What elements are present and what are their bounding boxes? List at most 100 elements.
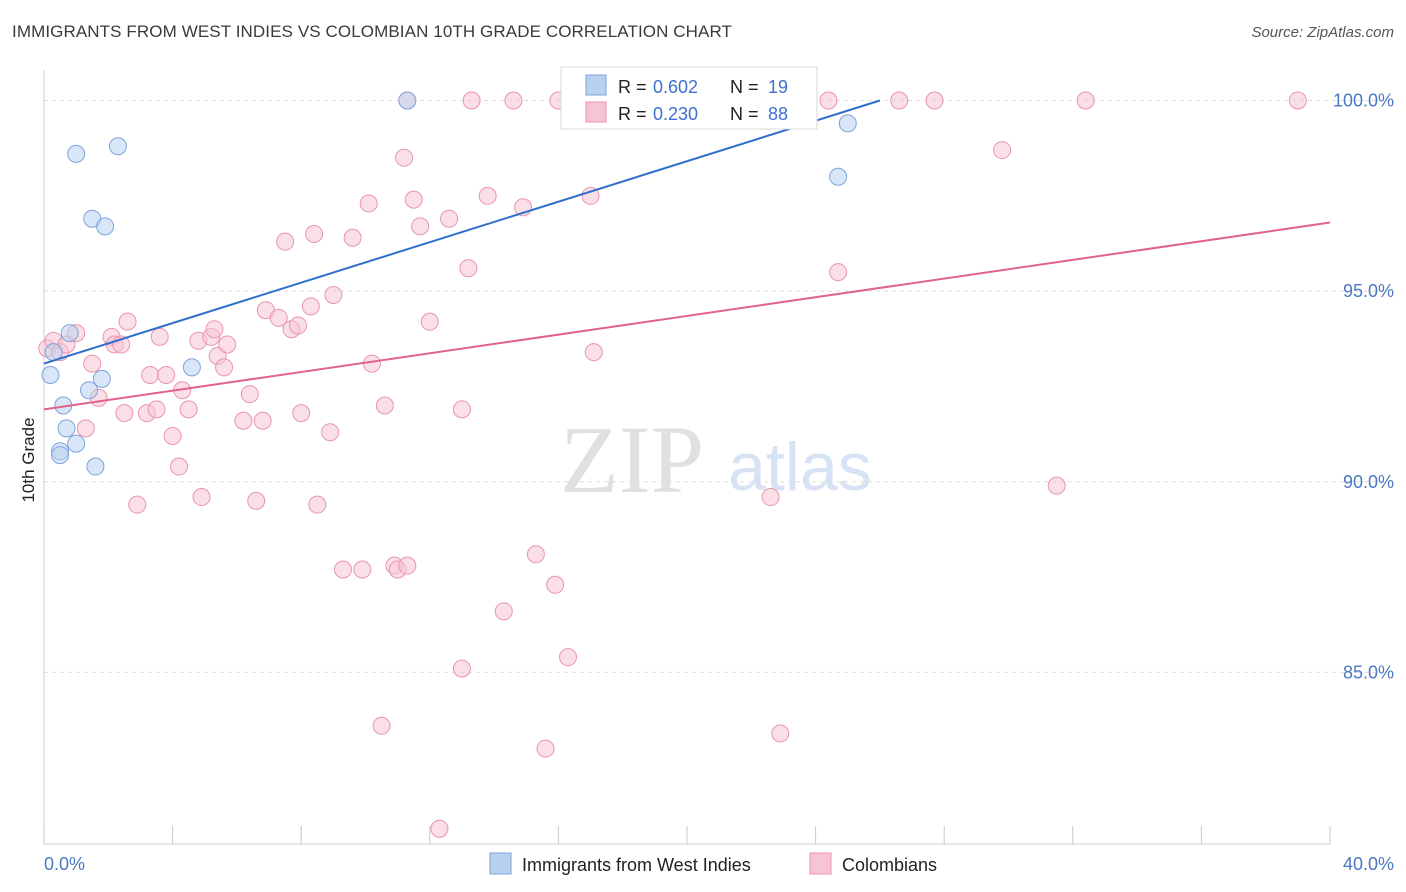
colombians-point bbox=[163, 427, 182, 446]
colombians-point bbox=[118, 312, 137, 331]
west-indies-point bbox=[51, 446, 70, 465]
colombians-point bbox=[362, 354, 381, 373]
west-indies-point bbox=[182, 358, 201, 377]
colombians-point bbox=[890, 91, 909, 110]
y-tick-label: 100.0% bbox=[1333, 91, 1394, 111]
west-indies-points bbox=[41, 91, 857, 476]
y-tick-label: 85.0% bbox=[1343, 662, 1394, 682]
colombians-point bbox=[546, 575, 565, 594]
colombians-point bbox=[179, 400, 198, 419]
colombians-point bbox=[395, 148, 414, 167]
colombians-point bbox=[411, 217, 430, 236]
legend-n-label-0: N = bbox=[730, 77, 759, 97]
y-tick-label: 95.0% bbox=[1343, 281, 1394, 301]
bottom-legend-label-colombians: Colombians bbox=[842, 855, 937, 875]
colombians-point bbox=[305, 224, 324, 243]
colombians-point bbox=[115, 404, 134, 423]
colombians-point bbox=[157, 366, 176, 385]
colombians-point bbox=[150, 327, 169, 346]
bottom-legend-swatch-pink bbox=[809, 852, 832, 875]
colombians-point bbox=[462, 91, 481, 110]
colombians-point bbox=[440, 209, 459, 228]
west-indies-trendline bbox=[43, 99, 881, 365]
legend-n-label-1: N = bbox=[730, 104, 759, 124]
west-indies-point bbox=[829, 167, 848, 186]
colombians-point bbox=[253, 411, 272, 430]
colombians-point bbox=[288, 316, 307, 335]
colombians-point bbox=[215, 358, 234, 377]
bottom-legend-swatch-blue bbox=[489, 852, 512, 875]
colombians-point bbox=[761, 488, 780, 507]
x-tick-label: 0.0% bbox=[44, 854, 85, 874]
colombians-point bbox=[218, 335, 237, 354]
colombians-point bbox=[234, 411, 253, 430]
colombians-point bbox=[372, 716, 391, 735]
y-axis-label: 10th Grade bbox=[19, 417, 38, 502]
colombians-point bbox=[333, 560, 352, 579]
west-indies-point bbox=[96, 217, 115, 236]
colombians-point bbox=[247, 491, 266, 510]
colombians-point bbox=[240, 385, 259, 404]
west-indies-point bbox=[80, 381, 99, 400]
colombians-point bbox=[147, 400, 166, 419]
legend-r-value-0: 0.602 bbox=[653, 77, 698, 97]
colombians-point bbox=[343, 228, 362, 247]
legend-n-value-0: 19 bbox=[768, 77, 788, 97]
x-tick-label: 40.0% bbox=[1343, 854, 1394, 874]
colombians-point bbox=[452, 659, 471, 678]
colombians-point bbox=[353, 560, 372, 579]
west-indies-point bbox=[92, 369, 111, 388]
colombians-point bbox=[536, 739, 555, 758]
colombians-point bbox=[478, 186, 497, 205]
colombians-point bbox=[375, 396, 394, 415]
west-indies-point bbox=[67, 144, 86, 163]
colombians-point bbox=[459, 259, 478, 278]
colombians-point bbox=[301, 297, 320, 316]
west-indies-point bbox=[108, 137, 127, 156]
colombians-point bbox=[205, 320, 224, 339]
colombians-point bbox=[829, 263, 848, 282]
west-indies-point bbox=[60, 324, 79, 343]
colombians-point bbox=[276, 232, 295, 251]
y-tick-label: 90.0% bbox=[1343, 472, 1394, 492]
colombians-point bbox=[170, 457, 189, 476]
legend-swatch-blue bbox=[585, 74, 607, 96]
chart-title: IMMIGRANTS FROM WEST INDIES VS COLOMBIAN… bbox=[12, 22, 733, 41]
chart-source: Source: ZipAtlas.com bbox=[1251, 24, 1394, 41]
west-indies-point bbox=[41, 366, 60, 385]
colombians-point bbox=[141, 366, 160, 385]
colombians-point bbox=[321, 423, 340, 442]
watermark-atlas: atlas bbox=[728, 429, 872, 505]
series-legend: Immigrants from West Indies Colombians bbox=[489, 852, 937, 875]
colombians-point bbox=[1076, 91, 1095, 110]
watermark-zip: ZIP bbox=[560, 406, 704, 513]
colombians-point bbox=[993, 141, 1012, 160]
legend-swatch-pink bbox=[585, 101, 607, 123]
colombians-trendline bbox=[43, 221, 1331, 411]
colombians-point bbox=[1288, 91, 1307, 110]
colombians-point bbox=[420, 312, 439, 331]
west-indies-point bbox=[57, 419, 76, 438]
colombians-point bbox=[324, 285, 343, 304]
colombians-point bbox=[819, 91, 838, 110]
legend-r-label-0: R = bbox=[618, 77, 647, 97]
colombians-point bbox=[526, 545, 545, 564]
colombians-point bbox=[359, 194, 378, 213]
colombians-point bbox=[404, 190, 423, 209]
colombians-point bbox=[452, 400, 471, 419]
west-indies-point bbox=[838, 114, 857, 133]
colombians-point bbox=[771, 724, 790, 743]
west-indies-point bbox=[67, 434, 86, 453]
colombians-point bbox=[430, 819, 449, 838]
trend-layer bbox=[43, 99, 1331, 411]
colombians-point bbox=[494, 602, 513, 621]
bottom-legend-label-west-indies: Immigrants from West Indies bbox=[522, 855, 751, 875]
colombians-point bbox=[504, 91, 523, 110]
colombians-point bbox=[128, 495, 147, 514]
colombians-point bbox=[398, 556, 417, 575]
colombians-point bbox=[559, 648, 578, 667]
axis-layer: 85.0% 90.0% 95.0% 100.0% 0.0% 40.0% bbox=[43, 70, 1394, 874]
west-indies-point bbox=[398, 91, 417, 110]
legend-n-value-1: 88 bbox=[768, 104, 788, 124]
